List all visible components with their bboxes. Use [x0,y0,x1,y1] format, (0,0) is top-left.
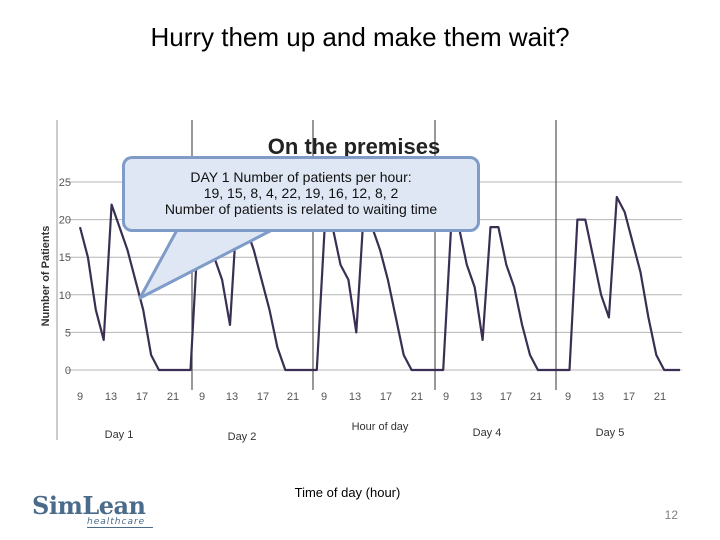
x-tick-label: 9 [321,391,327,403]
x-tick-label: 13 [349,391,361,403]
x-tick-label: 21 [654,391,666,403]
day-label: Day 1 [105,429,134,441]
y-axis-label: Number of Patients [40,226,52,327]
x-tick-label: 13 [105,391,117,403]
y-tick-label: 20 [59,215,71,227]
x-axis-caption: Time of day (hour) [294,485,401,500]
logo-main-text: SimLean [32,491,146,520]
x-tick-label: 17 [500,391,512,403]
x-tick-label: 21 [287,391,299,403]
x-tick-label: 9 [199,391,205,403]
x-tick-label: 17 [623,391,635,403]
x-tick-label: 17 [380,391,392,403]
day-label: Day 2 [228,431,257,443]
y-tick-label: 15 [59,252,71,264]
x-tick-label: 17 [136,391,148,403]
callout-pointer [138,228,274,300]
x-tick-label: 9 [565,391,571,403]
y-tick-label: 5 [65,327,71,339]
series-line [78,195,680,372]
x-tick-label: 9 [443,391,449,403]
day-label: Day 5 [596,427,625,439]
patients-line-chart: 0 5 10 15 20 25 9 13 17 21 9 13 17 21 9 13 17 21 9 13 17 21 9 1… [40,120,682,443]
chart-area: 0 5 10 15 20 25 9 13 17 21 9 13 17 21 9 13 17 21 9 13 17 21 9 1… [22,120,690,450]
x-axis-label: Hour of day [352,421,409,433]
x-tick-label: 13 [592,391,604,403]
callout-line-3: Number of patients is related to waiting… [164,201,438,217]
y-tick-label: 10 [59,290,71,302]
simlean-logo: SimLean healthcare [32,491,154,533]
x-tick-label: 21 [411,391,423,403]
x-tick-label: 13 [226,391,238,403]
callout-line-1: DAY 1 Number of patients per hour: [190,169,412,185]
chart-title: On the premises [268,134,440,159]
callout-bubble: DAY 1 Number of patients per hour: 19, 1… [122,156,480,232]
x-tick-label: 13 [470,391,482,403]
logo-sub-text: healthcare [87,517,154,528]
day-label: Day 4 [473,427,502,439]
callout-line-2: 19, 15, 8, 4, 22, 19, 16, 12, 8, 2 [203,185,399,201]
x-tick-label: 17 [257,391,269,403]
x-tick-label: 9 [77,391,83,403]
y-tick-label: 0 [65,365,71,377]
x-tick-label: 21 [530,391,542,403]
x-tick-label: 21 [167,391,179,403]
page-number: 12 [664,508,678,522]
slide-title: Hurry them up and make them wait? [150,22,570,52]
y-tick-label: 25 [59,177,71,189]
